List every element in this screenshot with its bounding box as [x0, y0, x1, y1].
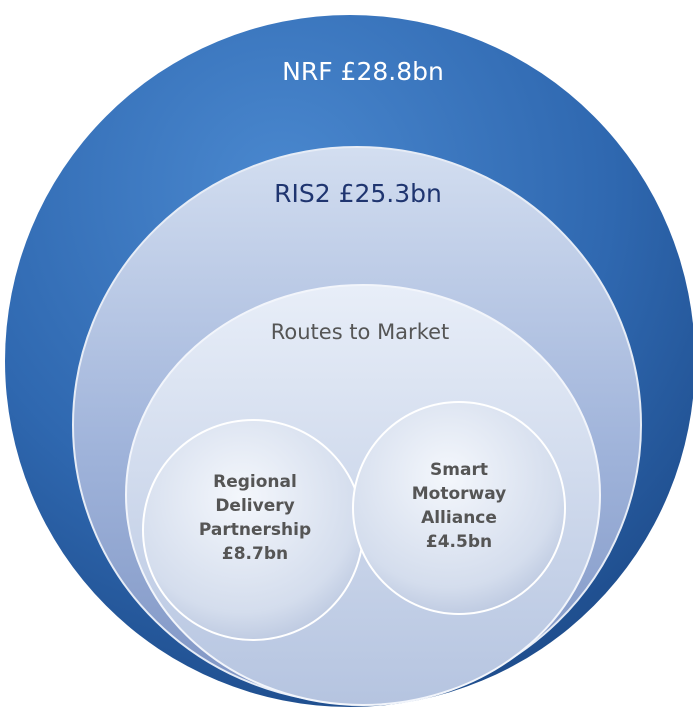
routes-label: Routes to Market — [271, 320, 450, 344]
node-label-line: £4.5bn — [426, 532, 492, 552]
node-labels: Regional Delivery Partnership £8.7bn Smart Mo… — [199, 460, 506, 564]
node-label-line: Partnership — [199, 520, 311, 540]
node-label-line: Delivery — [215, 496, 294, 516]
node-label-line: £8.7bn — [222, 544, 288, 564]
ris2-label: RIS2 £25.3bn — [274, 179, 442, 208]
node-label-line: Smart — [430, 460, 488, 480]
node-label-line: Regional — [213, 472, 297, 492]
node-label-line: Motorway — [412, 484, 507, 504]
nrf-label: NRF £28.8bn — [282, 57, 444, 86]
sma-circle — [352, 401, 566, 615]
node-label-line: Alliance — [421, 508, 497, 528]
